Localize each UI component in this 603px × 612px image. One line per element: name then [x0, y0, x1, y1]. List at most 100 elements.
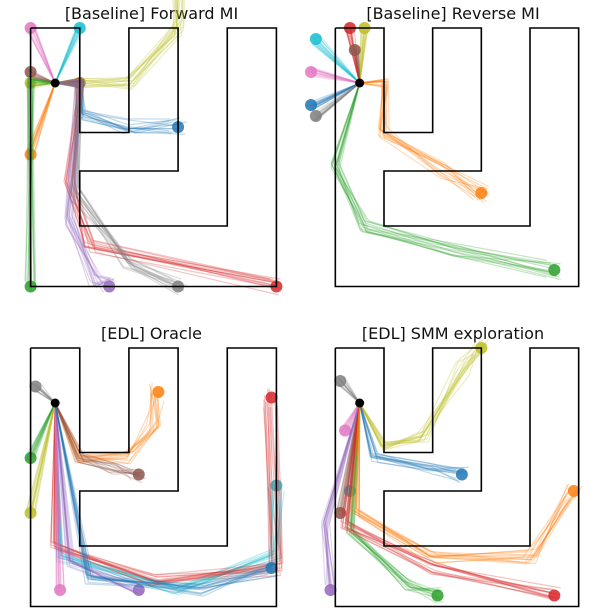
trajectory-line	[359, 339, 481, 447]
trajectory-line	[55, 80, 282, 284]
trajectory-line	[322, 402, 361, 589]
trajectory-line	[359, 25, 369, 84]
trajectory-line	[343, 402, 361, 516]
trajectory-line	[340, 402, 361, 514]
trajectory-line	[359, 32, 366, 84]
trajectory-line	[343, 378, 361, 404]
trajectory-line	[350, 402, 567, 556]
trajectory-line	[54, 402, 269, 590]
trajectory-line	[359, 342, 488, 450]
trajectory-line	[54, 402, 141, 586]
trajectory-line	[55, 0, 181, 84]
trajectory-line	[326, 402, 361, 596]
trajectory-line	[54, 402, 137, 474]
trajectory-line	[353, 402, 361, 492]
trajectory-line	[27, 79, 56, 281]
trajectory-line	[359, 78, 481, 201]
trajectory-line	[54, 402, 282, 590]
trajectory-line	[346, 402, 361, 493]
maze-walls	[334, 347, 580, 608]
trajectory-line	[359, 82, 489, 194]
trajectory-line	[55, 82, 108, 285]
trajectory-line	[350, 402, 434, 596]
trajectory-line	[54, 389, 283, 576]
trajectory-line	[54, 32, 78, 84]
trajectory-line	[31, 32, 56, 84]
trajectory-line	[319, 35, 361, 84]
endpoint-cluster	[431, 589, 444, 602]
trajectory-line	[55, 79, 170, 120]
trajectory-bundle	[345, 402, 444, 604]
trajectory-line	[54, 402, 273, 594]
trajectory-line	[339, 402, 361, 517]
trajectory-line	[55, 82, 180, 131]
trajectory-line	[54, 398, 158, 465]
trajectory-line	[55, 82, 185, 292]
trajectory-line	[33, 402, 56, 517]
trajectory-line	[355, 51, 361, 84]
trajectory-line	[337, 82, 561, 281]
trajectory-line	[350, 32, 361, 84]
trajectory-line	[26, 82, 56, 292]
trajectory-line	[54, 402, 139, 478]
trajectory-line	[54, 402, 62, 594]
trajectory-line	[55, 78, 115, 288]
trajectory-line	[55, 78, 175, 290]
trajectory-line	[55, 78, 282, 290]
trajectory-line	[54, 402, 275, 594]
endpoint-cluster	[265, 391, 278, 404]
trajectory-line	[319, 82, 361, 118]
trajectory-line	[308, 67, 360, 84]
trajectory-line	[341, 402, 552, 598]
trajectory-line	[55, 81, 175, 127]
trajectory-line	[352, 402, 579, 565]
trajectory-line	[54, 402, 146, 480]
trajectory-line	[350, 402, 361, 490]
trajectory-line	[30, 402, 56, 510]
trajectory-bundle	[24, 22, 56, 84]
trajectory-line	[324, 402, 361, 592]
trajectory-line	[313, 82, 360, 104]
trajectory-line	[359, 344, 482, 445]
trajectory-line	[32, 24, 56, 84]
trajectory-line	[359, 80, 488, 190]
trajectory-line	[346, 402, 361, 429]
trajectories	[24, 380, 285, 597]
trajectory-line	[54, 402, 272, 583]
trajectory-line	[359, 402, 457, 471]
trajectory-line	[54, 402, 138, 594]
trajectory-line	[26, 81, 56, 286]
trajectory-line	[55, 0, 178, 84]
trajectory-bundle	[55, 79, 187, 135]
trajectory-line	[27, 32, 56, 84]
trajectory-line	[357, 52, 361, 84]
trajectory-line	[347, 402, 561, 596]
trajectory-line	[53, 392, 283, 582]
trajectory-line	[336, 82, 553, 267]
trajectory-line	[30, 402, 56, 512]
trajectory-line	[33, 82, 56, 152]
trajectory-line	[358, 402, 574, 558]
panel-title: [Baseline] Reverse MI	[366, 4, 540, 23]
endpoint-cluster	[309, 33, 322, 45]
trajectory-line	[54, 402, 272, 589]
trajectory-line	[54, 402, 279, 590]
trajectory-line	[55, 0, 179, 89]
trajectory-line	[344, 402, 561, 589]
trajectory-line	[341, 402, 361, 516]
trajectory-line	[32, 402, 56, 459]
trajectory-bundle	[24, 82, 56, 161]
trajectory-line	[359, 338, 490, 443]
trajectory-line	[330, 82, 554, 270]
endpoint-cluster	[29, 380, 42, 393]
trajectory-line	[26, 402, 56, 510]
trajectory-line	[54, 402, 142, 475]
trajectory-line	[54, 402, 276, 595]
trajectory-line	[55, 82, 176, 282]
trajectory-bundle	[340, 402, 561, 602]
trajectory-line	[54, 402, 134, 471]
trajectory-line	[54, 402, 143, 586]
trajectory-line	[54, 402, 61, 590]
trajectory-bundle	[54, 402, 146, 484]
trajectory-bundle	[339, 402, 361, 437]
